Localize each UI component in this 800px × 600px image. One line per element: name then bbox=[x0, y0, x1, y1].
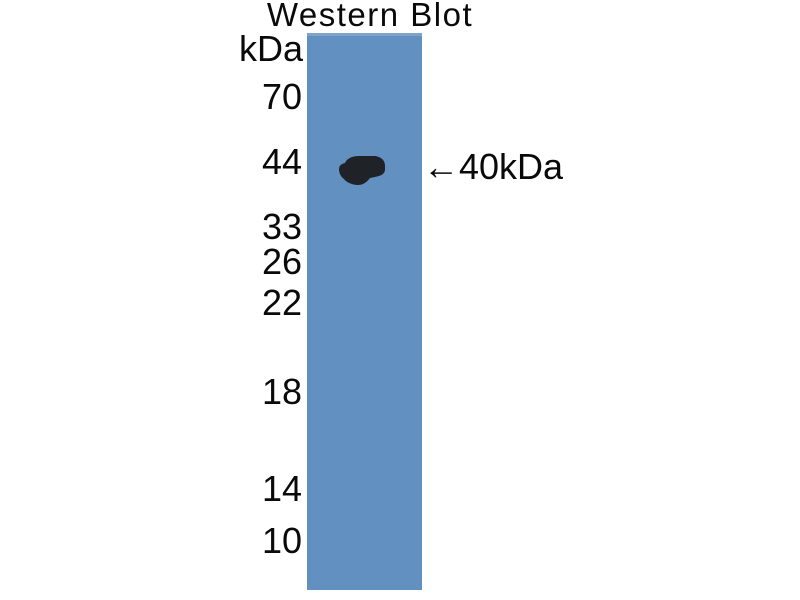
ladder-marker-18: 18 bbox=[261, 371, 302, 412]
ladder-marker-33: 33 bbox=[261, 206, 302, 247]
ladder-marker-70: 70 bbox=[261, 76, 302, 117]
ladder-marker-26: 26 bbox=[261, 241, 302, 282]
left-arrow-icon: ← bbox=[423, 146, 459, 187]
band-annotation: ←40kDa bbox=[423, 149, 563, 185]
blot-lane bbox=[307, 33, 422, 590]
lane-top-edge bbox=[307, 33, 422, 36]
ladder-marker-10: 10 bbox=[261, 520, 302, 561]
kda-unit-label: kDa bbox=[238, 28, 303, 69]
ladder-marker-44: 44 bbox=[261, 141, 302, 182]
protein-band bbox=[339, 156, 385, 185]
ladder-marker-22: 22 bbox=[261, 282, 302, 323]
ladder-marker-14: 14 bbox=[261, 468, 302, 509]
figure-title: Western Blot bbox=[266, 0, 474, 33]
band-annotation-label: 40kDa bbox=[459, 146, 564, 187]
protein-band-shape bbox=[339, 156, 385, 185]
